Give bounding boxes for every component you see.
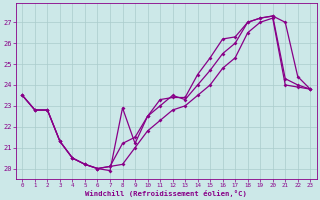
X-axis label: Windchill (Refroidissement éolien,°C): Windchill (Refroidissement éolien,°C)	[85, 190, 247, 197]
